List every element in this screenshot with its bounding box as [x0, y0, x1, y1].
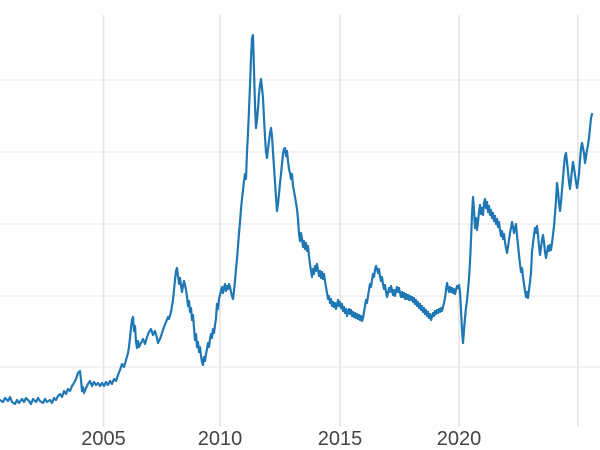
vertical-gridlines-and-ticks: [102, 15, 579, 427]
horizontal-gridlines: [0, 79, 600, 368]
x-axis-tick-label: 2005: [81, 428, 126, 450]
price-line-series: [0, 33, 594, 406]
x-axis-tick-labels: 2005 2010 2015 2020: [81, 428, 481, 450]
x-axis-tick-label: 2010: [198, 428, 243, 450]
x-axis-tick-label: 2020: [437, 428, 482, 450]
x-axis-tick-label: 2015: [318, 428, 363, 450]
price-series: [0, 33, 594, 406]
